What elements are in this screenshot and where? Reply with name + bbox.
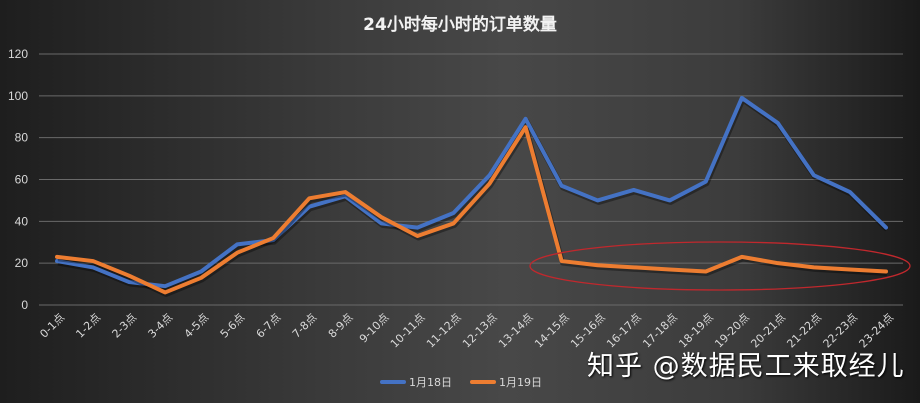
highlight-ellipse (529, 241, 911, 291)
series-lines (55, 95, 889, 297)
y-axis: 0 20 40 60 80 100 120 (8, 47, 28, 312)
x-tick-label: 14-15点 (532, 311, 572, 351)
y-tick-label: 20 (15, 256, 29, 270)
y-tick-label: 80 (15, 131, 29, 145)
x-tick-label: 4-5点 (182, 311, 212, 341)
x-tick-label: 6-7点 (254, 311, 284, 341)
legend: 1月18日 1月19日 (380, 374, 542, 390)
y-tick-label: 40 (15, 214, 29, 228)
legend-label: 1月19日 (499, 376, 542, 389)
x-tick-label: 13-14点 (496, 311, 536, 351)
y-tick-label: 0 (21, 298, 28, 312)
legend-swatch (380, 380, 406, 384)
chart-title: 24小时每小时的订单数量 (363, 15, 557, 35)
x-tick-label: 0-1点 (37, 311, 67, 341)
legend-item-series-0[interactable]: 1月18日 (380, 374, 452, 390)
x-tick-label: 9-10点 (357, 311, 392, 346)
y-tick-label: 120 (8, 47, 28, 61)
x-tick-label: 11-12点 (424, 311, 464, 351)
legend-item-series-1[interactable]: 1月19日 (470, 374, 542, 390)
gridlines (39, 53, 903, 306)
x-tick-label: 5-6点 (218, 311, 248, 341)
legend-label: 1月18日 (409, 376, 452, 389)
series-line-0[interactable] (55, 95, 888, 289)
legend-swatch (470, 380, 496, 384)
series-line-1[interactable] (55, 125, 888, 295)
x-tick-label: 3-4点 (146, 311, 176, 341)
y-tick-label: 60 (15, 173, 29, 187)
watermark: 知乎 @数据民工来取经儿 (587, 351, 905, 382)
x-tick-label: 12-13点 (460, 311, 500, 351)
x-tick-label: 2-3点 (110, 311, 140, 341)
x-tick-label: 1-2点 (73, 311, 103, 341)
x-tick-label: 7-8点 (290, 311, 320, 341)
series-shadow (57, 126, 888, 297)
y-tick-label: 100 (8, 89, 28, 103)
x-tick-label: 10-11点 (388, 311, 428, 351)
x-tick-label: 8-9点 (326, 311, 356, 341)
